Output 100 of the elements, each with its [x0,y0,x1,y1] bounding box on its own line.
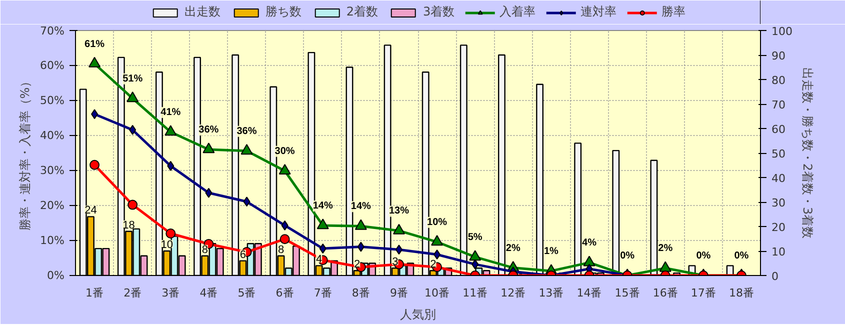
data-label: 10% [427,216,448,228]
point [126,92,139,102]
data-label: 51% [122,73,143,84]
data-label: 24 [84,204,97,217]
x-tick-label: 8番 [352,286,370,300]
x-axis-title: 人気別 [400,308,436,322]
legend-label: 入着率 [500,4,536,20]
y-tick-label: 0% [47,269,64,282]
y-tick-label: 20% [40,199,65,212]
y2-tick-label: 0 [772,270,778,283]
data-label: 6 [240,248,246,261]
y2-axis-title: 出走数・勝ち数・2着数・3着数 [800,67,814,239]
data-label: 2 [430,258,436,271]
data-label: 4 [316,254,322,266]
point [202,142,215,154]
x-tick-label: 1番 [86,286,104,300]
data-label: 2% [506,242,520,254]
x-tick-label: 13番 [538,286,564,300]
x-tick-label: 7番 [314,286,332,300]
y-tick-label: 60% [40,59,65,72]
x-tick-label: 4番 [200,286,218,300]
data-label: 8 [202,244,208,256]
legend-label: 出走数 [184,4,220,20]
x-tick-label: 16番 [652,286,678,300]
y2-tick-label: 70 [772,98,786,112]
point [281,220,288,230]
point [205,188,212,198]
point [319,244,326,254]
point [164,125,177,136]
point [129,124,136,135]
data-label: 36% [198,124,219,136]
data-label: 4% [582,238,597,249]
point [434,250,441,260]
y-tick-label: 30% [40,164,65,177]
legend-label: 3着数 [423,4,455,20]
y2-tick-label: 20 [772,221,786,234]
point [90,160,100,170]
y2-tick-label: 50 [772,148,786,160]
point [354,219,367,230]
point [659,261,672,272]
point [469,250,482,261]
x-tick-label: 5番 [238,286,256,300]
data-label: 2% [658,243,673,254]
data-label: 0% [696,250,711,262]
y-tick-label: 10% [40,234,65,247]
point [316,218,329,230]
x-tick-label: 15番 [614,286,640,300]
data-label: 30% [274,146,295,157]
data-label: 5% [468,232,482,243]
y-tick-label: 40% [40,129,65,142]
x-tick-label: 9番 [390,286,408,300]
point [583,256,596,266]
y2-tick-label: 10 [772,246,786,258]
data-label: 18 [122,219,135,232]
y2-tick-label: 90 [772,50,786,62]
x-tick-label: 6番 [276,286,294,300]
point [357,242,364,252]
data-label: 10 [160,239,173,251]
y2-tick-label: 100 [772,25,792,38]
data-label: 1% [544,246,559,257]
point [431,235,444,246]
y-tick-label: 70% [40,24,65,38]
data-label: 0% [734,250,749,262]
x-tick-label: 3番 [162,286,180,300]
x-tick-label: 2番 [124,286,142,300]
y2-tick-label: 30 [772,196,786,210]
legend-label: 連対率 [580,4,617,20]
point [166,228,176,238]
point [167,160,174,171]
point [280,234,290,244]
x-tick-label: 14番 [576,286,602,300]
data-label: 41% [160,107,181,118]
data-label: 61% [84,38,105,50]
data-label: 2 [354,258,360,271]
y2-tick-label: 80 [772,74,786,87]
point [392,224,405,234]
point [395,244,402,255]
data-label: 36% [236,126,257,137]
legend-label: 2着数 [346,4,378,20]
data-label: 8 [278,244,284,256]
bar [612,150,620,276]
data-label: 14% [350,201,372,212]
x-tick-label: 18番 [728,286,754,300]
legend-label: 勝率 [662,4,686,20]
data-label: 0% [620,250,635,262]
data-label: 14% [312,200,333,212]
x-tick-label: 17番 [690,286,716,300]
y-tick-label: 50% [40,94,65,107]
point [91,109,98,120]
y2-tick-label: 40 [772,172,786,185]
x-tick-label: 12番 [500,286,526,300]
point [243,196,250,207]
x-tick-label: 11番 [462,286,488,300]
point [240,144,253,155]
legend-label: 勝ち数 [265,4,302,20]
point [278,164,291,175]
point [128,200,138,210]
y2-tick-label: 60 [772,123,786,136]
y-axis-title: 勝率・連対率・入着率（%） [18,75,32,231]
data-label: 13% [388,206,410,217]
